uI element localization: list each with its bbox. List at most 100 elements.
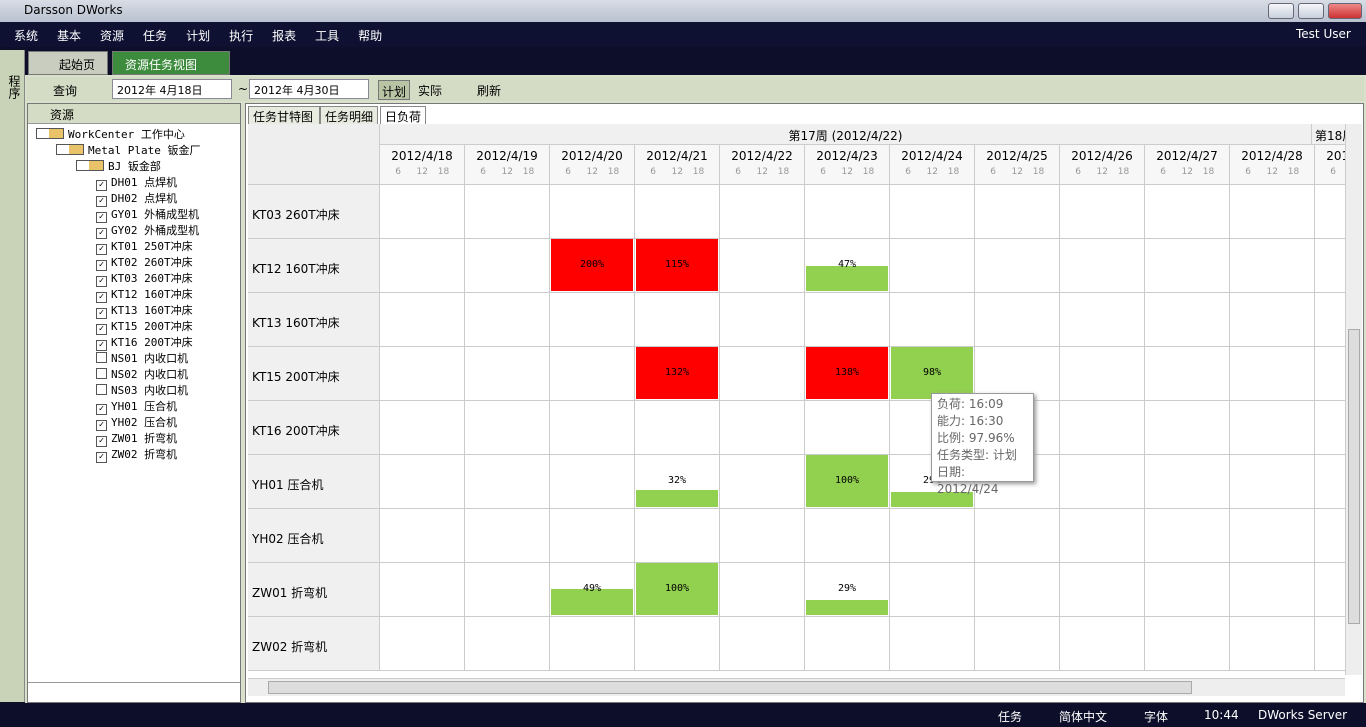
refresh-button[interactable]: 刷新 — [477, 84, 502, 98]
tree-node[interactable]: WorkCenter 工作中心 — [36, 127, 240, 143]
node-label[interactable]: ZW01 折弯机 — [111, 432, 178, 445]
tree-node[interactable]: Metal Plate 钣金厂 — [36, 143, 240, 159]
scroll-thumb[interactable] — [1348, 329, 1360, 624]
tree-node[interactable]: ✓ GY01 外桶成型机 — [36, 207, 240, 223]
tree-node[interactable]: ✓ DH02 点焊机 — [36, 191, 240, 207]
tree-node[interactable]: ✓ GY02 外桶成型机 — [36, 223, 240, 239]
language[interactable]: 简体中文 — [1059, 710, 1108, 724]
menu-item[interactable]: 资源 — [100, 29, 125, 43]
node-label[interactable]: WorkCenter 工作中心 — [68, 128, 185, 141]
tree-node[interactable]: ✓ KT16 200T冲床 — [36, 335, 240, 351]
node-label[interactable]: KT01 250T冲床 — [111, 240, 193, 253]
tree-node[interactable]: ✓ KT15 200T冲床 — [36, 319, 240, 335]
checkbox[interactable]: ✓ — [96, 420, 107, 431]
node-label[interactable]: NS01 内收口机 — [111, 352, 189, 365]
checkbox[interactable] — [36, 128, 64, 139]
tree-node[interactable]: ✓ YH01 压合机 — [36, 399, 240, 415]
server[interactable]: DWorks Server — [1258, 708, 1348, 722]
clock[interactable]: 10:44 — [1204, 708, 1239, 722]
checkbox[interactable]: ✓ — [96, 180, 107, 191]
tree-node[interactable]: NS02 内收口机 — [36, 367, 240, 383]
checkbox[interactable]: ✓ — [96, 244, 107, 255]
menu-item[interactable]: 执行 — [229, 29, 254, 43]
checkbox[interactable] — [56, 144, 84, 155]
tab[interactable]: 起始页 — [28, 51, 108, 75]
tree-node[interactable]: NS01 内收口机 — [36, 351, 240, 367]
tree-node[interactable]: ✓ YH02 压合机 — [36, 415, 240, 431]
node-label[interactable]: BJ 钣金部 — [108, 160, 161, 173]
node-label[interactable]: KT03 260T冲床 — [111, 272, 193, 285]
checkbox[interactable]: ✓ — [96, 260, 107, 271]
checkbox[interactable]: ✓ — [96, 404, 107, 415]
subtab[interactable]: 任务明细 — [320, 106, 378, 125]
close-button[interactable] — [1328, 3, 1362, 19]
node-label[interactable]: KT16 200T冲床 — [111, 336, 193, 349]
date-separator[interactable]: ~ — [238, 82, 249, 96]
menu-item[interactable]: 任务 — [143, 29, 168, 43]
end-date[interactable]: 2012年 4月30日 — [249, 79, 369, 99]
node-label[interactable]: GY01 外桶成型机 — [111, 208, 200, 221]
menu-item[interactable]: 报表 — [272, 29, 297, 43]
node-label[interactable]: KT15 200T冲床 — [111, 320, 193, 333]
menu-item[interactable]: 计划 — [186, 29, 211, 43]
node-label[interactable]: ZW02 折弯机 — [111, 448, 178, 461]
node-label[interactable]: NS03 内收口机 — [111, 384, 189, 397]
scroll-thumb[interactable] — [268, 681, 1192, 694]
load-cell — [1315, 185, 1345, 239]
side-label[interactable]: 程序 — [7, 75, 21, 99]
node-label[interactable]: DH01 点焊机 — [111, 176, 178, 189]
node-label[interactable]: KT02 260T冲床 — [111, 256, 193, 269]
user-name[interactable]: Test User — [1296, 27, 1351, 41]
tree-node[interactable]: ✓ DH01 点焊机 — [36, 175, 240, 191]
checkbox[interactable]: ✓ — [96, 436, 107, 447]
subtab[interactable]: 日负荷 — [380, 106, 426, 125]
tree-node[interactable]: NS03 内收口机 — [36, 383, 240, 399]
checkbox[interactable] — [96, 352, 107, 363]
node-label[interactable]: NS02 内收口机 — [111, 368, 189, 381]
vertical-scrollbar[interactable] — [1345, 124, 1362, 675]
checkbox[interactable] — [96, 368, 107, 379]
menu-item[interactable]: 基本 — [57, 29, 82, 43]
tree-node[interactable]: ✓ ZW02 折弯机 — [36, 447, 240, 463]
checkbox[interactable] — [76, 160, 104, 171]
node-label[interactable]: YH02 压合机 — [111, 416, 178, 429]
tree-node[interactable]: ✓ KT12 160T冲床 — [36, 287, 240, 303]
node-label[interactable]: DH02 点焊机 — [111, 192, 178, 205]
tree-node[interactable]: ✓ KT13 160T冲床 — [36, 303, 240, 319]
menu-item[interactable]: 帮助 — [358, 29, 383, 43]
node-label[interactable]: KT13 160T冲床 — [111, 304, 193, 317]
menu-item[interactable]: 系统 — [14, 29, 39, 43]
actual-button[interactable]: 实际 — [418, 84, 443, 98]
checkbox[interactable]: ✓ — [96, 324, 107, 335]
node-label[interactable]: Metal Plate 钣金厂 — [88, 144, 201, 157]
maximize-button[interactable] — [1298, 3, 1324, 19]
tree-node[interactable]: ✓ ZW01 折弯机 — [36, 431, 240, 447]
checkbox[interactable]: ✓ — [96, 196, 107, 207]
tab-active[interactable]: 资源任务视图 — [112, 51, 230, 75]
plan-button[interactable]: 计划 — [378, 80, 410, 100]
query-button[interactable]: 查询 — [53, 84, 78, 98]
checkbox[interactable]: ✓ — [96, 228, 107, 239]
node-label[interactable]: GY02 外桶成型机 — [111, 224, 200, 237]
tree-node[interactable]: ✓ KT02 260T冲床 — [36, 255, 240, 271]
checkbox[interactable]: ✓ — [96, 292, 107, 303]
task-status[interactable]: 任务 — [998, 710, 1023, 724]
node-label[interactable]: KT12 160T冲床 — [111, 288, 193, 301]
checkbox[interactable]: ✓ — [96, 212, 107, 223]
checkbox[interactable]: ✓ — [96, 276, 107, 287]
checkbox[interactable] — [96, 384, 107, 395]
tree-node[interactable]: ✓ KT01 250T冲床 — [36, 239, 240, 255]
menu-item[interactable]: 工具 — [315, 29, 340, 43]
tree-node[interactable]: ✓ KT03 260T冲床 — [36, 271, 240, 287]
tree-node[interactable]: BJ 钣金部 — [36, 159, 240, 175]
search-box[interactable] — [28, 682, 240, 702]
checkbox[interactable]: ✓ — [96, 340, 107, 351]
checkbox[interactable]: ✓ — [96, 308, 107, 319]
minimize-button[interactable] — [1268, 3, 1294, 19]
checkbox[interactable]: ✓ — [96, 452, 107, 463]
subtab[interactable]: 任务甘特图 — [248, 106, 320, 125]
node-label[interactable]: YH01 压合机 — [111, 400, 178, 413]
font-setting[interactable]: 字体 — [1144, 710, 1169, 724]
horizontal-scrollbar[interactable] — [248, 678, 1345, 696]
start-date[interactable]: 2012年 4月18日 — [112, 79, 232, 99]
